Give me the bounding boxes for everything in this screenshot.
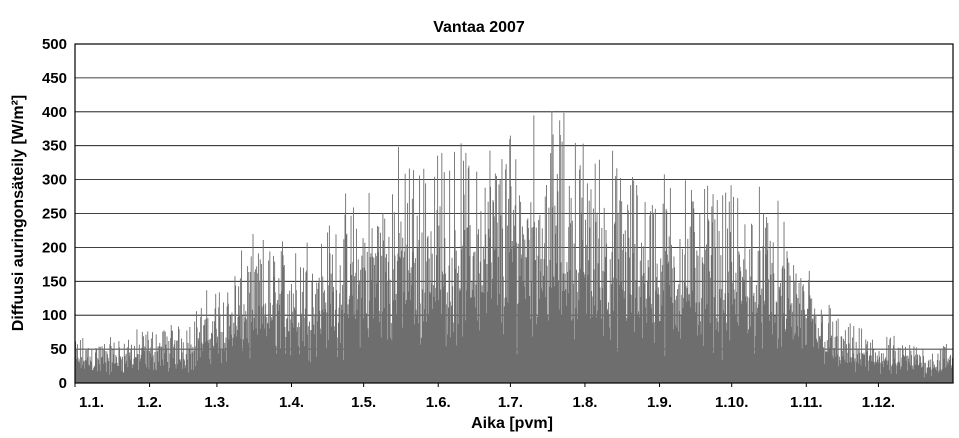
- chart-title: Vantaa 2007: [433, 19, 525, 36]
- x-axis-label: Aika [pvm]: [471, 415, 553, 432]
- x-tick-label: 1.6.: [426, 394, 451, 411]
- y-tick-label: 50: [50, 341, 67, 358]
- y-axis-label: Diffuusi auringonsäteily [W/m²]: [10, 95, 27, 331]
- x-tick-label: 1.11.: [790, 394, 823, 411]
- x-tick-label: 1.8.: [572, 394, 597, 411]
- y-tick-label: 500: [42, 36, 67, 53]
- grid-lines: [75, 77, 953, 350]
- y-tick-label: 150: [42, 273, 67, 290]
- x-tick-labels: 1.1. 1.2. 1.3. 1.4. 1.5. 1.6. 1.7. 1.8. 1.9. 1.10…: [74, 383, 895, 411]
- y-tick-label: 100: [42, 307, 67, 324]
- x-tick-label: 1.10.: [715, 394, 748, 411]
- x-tick-label: 1.4.: [279, 394, 304, 411]
- x-tick-label: 1.1.: [79, 394, 104, 411]
- x-tick-label: 1.3.: [204, 394, 229, 411]
- y-tick-label: 400: [42, 104, 67, 121]
- x-tick-label: 1.2.: [137, 394, 162, 411]
- y-tick-label: 300: [42, 172, 67, 189]
- plot-frame: [74, 43, 954, 384]
- y-tick-label: 250: [42, 206, 67, 223]
- y-tick-labels: 0 50 100 150 200 250 300 350 400 450 500: [42, 36, 67, 392]
- y-tick-label: 350: [42, 138, 67, 155]
- x-tick-label: 1.7.: [498, 394, 523, 411]
- x-tick-label: 1.9.: [647, 394, 672, 411]
- x-tick-label: 1.12.: [862, 394, 895, 411]
- y-tick-label: 200: [42, 239, 67, 256]
- y-tick-label: 0: [59, 375, 67, 392]
- x-tick-label: 1.5.: [351, 394, 376, 411]
- y-tick-label: 450: [42, 70, 67, 87]
